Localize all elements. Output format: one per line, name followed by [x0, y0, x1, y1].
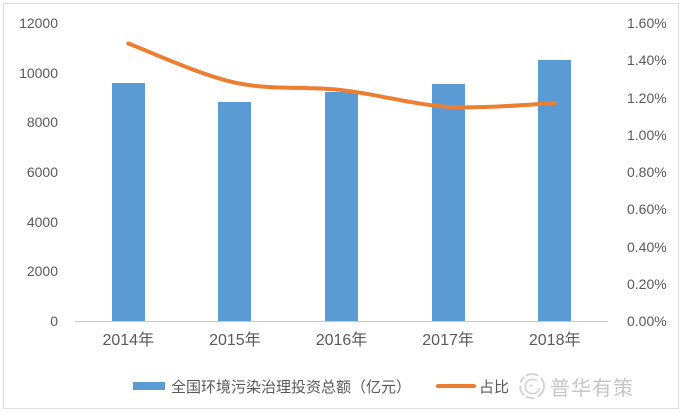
legend-bar-swatch	[133, 382, 165, 390]
left-axis-tick-label: 4000	[26, 213, 58, 230]
x-axis-label: 2014年	[102, 332, 155, 349]
left-axis-tick-label: 12000	[19, 15, 58, 31]
bar-2016年	[325, 92, 358, 321]
chart-border	[3, 3, 679, 409]
legend-line-label: 占比	[479, 378, 510, 396]
right-axis-tick-label: 1.60%	[627, 15, 667, 31]
watermark: 普华有策	[518, 372, 634, 401]
right-axis-tick-label: 1.40%	[627, 52, 667, 69]
right-axis-tick-label: 0.40%	[627, 238, 667, 255]
legend-bar-label: 全国环境污染治理投资总额（亿元）	[171, 378, 412, 396]
left-axis-tick-label: 6000	[26, 164, 58, 180]
right-axis-tick-label: 1.00%	[627, 126, 667, 143]
left-axis-tick-label: 2000	[26, 263, 58, 280]
x-axis-label: 2018年	[528, 332, 581, 349]
x-axis-label: 2016年	[315, 332, 368, 349]
bar-2018年	[538, 59, 572, 321]
right-axis-tick-label: 0.00%	[627, 313, 667, 329]
right-axis-tick-label: 0.20%	[627, 275, 667, 292]
chart-legend: 全国环境污染治理投资总额（亿元） 占比 普华有策	[133, 372, 634, 401]
bar-2014年	[111, 83, 145, 321]
watermark-label: 普华有策	[550, 377, 635, 400]
puhua-logo-icon	[519, 373, 545, 399]
bar-2015年	[218, 102, 252, 321]
right-axis-tick-label: 0.80%	[627, 164, 667, 180]
x-axis-label: 2017年	[422, 332, 474, 349]
right-axis-tick-label: 1.20%	[627, 89, 667, 106]
legend-line-swatch	[436, 384, 477, 388]
x-axis-line	[75, 321, 608, 322]
bar-2017年	[431, 84, 465, 321]
left-axis-tick-label: 8000	[26, 114, 58, 131]
left-axis-tick-label: 0	[50, 313, 58, 329]
left-axis-tick-label: 10000	[19, 64, 58, 81]
right-axis-tick-label: 0.60%	[627, 201, 667, 218]
x-axis-label: 2015年	[209, 332, 261, 349]
